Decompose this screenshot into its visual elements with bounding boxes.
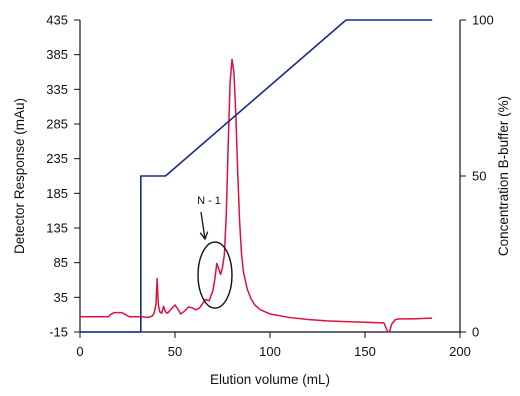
y-right-tick-label: 50 (472, 169, 486, 184)
y-left-tick-label: -15 (49, 325, 68, 340)
n-1-circle (197, 241, 233, 309)
y-axis-left-label: Detector Response (mAu) (12, 98, 27, 254)
x-tick-label: 0 (76, 344, 83, 359)
x-tick-label: 150 (354, 344, 376, 359)
n-1-arrow-head (199, 231, 209, 241)
n-1-arrow-line (200, 211, 206, 240)
concentration-series-line (79, 19, 433, 333)
annotations: N - 1 (197, 195, 233, 309)
x-axis-label: Elution volume (mL) (210, 372, 330, 387)
y-left-tick-label: 435 (46, 13, 68, 28)
series-layer (79, 19, 433, 333)
y-axis-right-label: Concentration B-buffer (%) (496, 96, 511, 256)
x-tick-label: 100 (259, 344, 281, 359)
y-right-tick-label: 0 (472, 325, 479, 340)
n-1-label: N - 1 (197, 195, 221, 207)
tick-labels: 0 50 100 150 200 -15 35 85 135 185 235 285 335 385 435… (46, 13, 493, 360)
y-left-tick-label: 135 (46, 221, 68, 236)
y-left-tick-label: 35 (54, 290, 68, 305)
y-right-tick-label: 100 (472, 13, 494, 28)
y-left-tick-label: 85 (54, 255, 68, 270)
x-tick-label: 50 (168, 344, 182, 359)
y-left-tick-label: 185 (46, 186, 68, 201)
detector-series-line (79, 58, 433, 333)
y-left-tick-label: 385 (46, 47, 68, 62)
y-left-tick-label: 335 (46, 82, 68, 97)
x-tick-label: 200 (449, 344, 471, 359)
y-left-tick-label: 235 (46, 151, 68, 166)
axes (74, 19, 466, 338)
y-left-tick-label: 285 (46, 117, 68, 132)
